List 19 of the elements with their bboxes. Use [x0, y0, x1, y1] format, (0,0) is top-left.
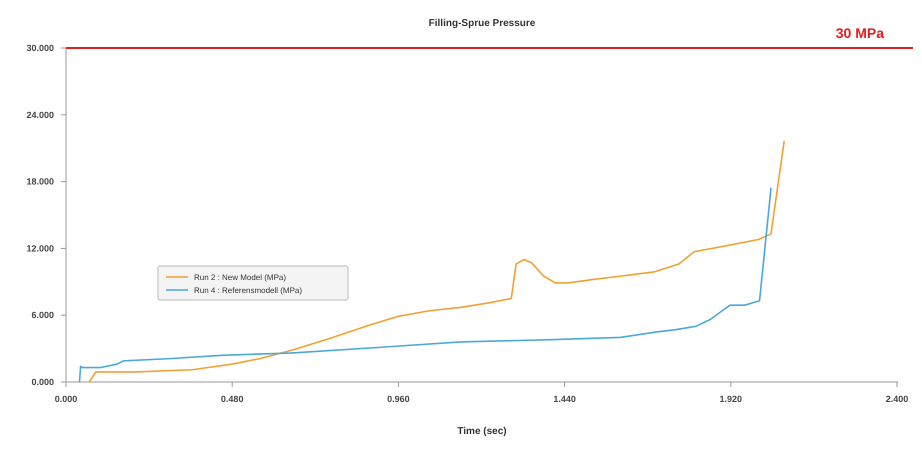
x-tick-label: 1.440 — [553, 394, 576, 404]
x-tick-label: 0.000 — [54, 394, 78, 404]
chart-title: Filling-Sprue Pressure — [428, 18, 536, 29]
y-tick-label: 18.000 — [26, 176, 54, 187]
line-series — [88, 140, 785, 383]
x-axis-title: Time (sec) — [457, 426, 507, 437]
x-tick-label: 2.400 — [886, 394, 908, 404]
y-tick-label: 12.000 — [26, 243, 54, 254]
y-tick-label: 0.000 — [31, 377, 54, 387]
y-tick-label: 24.000 — [26, 110, 54, 120]
legend-label: Run 4 : Referensmodell (MPa) — [194, 286, 302, 295]
y-tick-label: 30.000 — [26, 43, 54, 53]
x-tick-label: 0.480 — [220, 394, 244, 404]
x-tick-label: 1.920 — [720, 394, 742, 404]
ref-line-label: 30 MPa — [836, 25, 884, 41]
line-series — [78, 187, 772, 383]
y-tick-label: 6.000 — [31, 310, 54, 320]
x-tick-label: 0.960 — [387, 394, 410, 404]
legend-label: Run 2 : New Model (MPa) — [194, 273, 286, 282]
